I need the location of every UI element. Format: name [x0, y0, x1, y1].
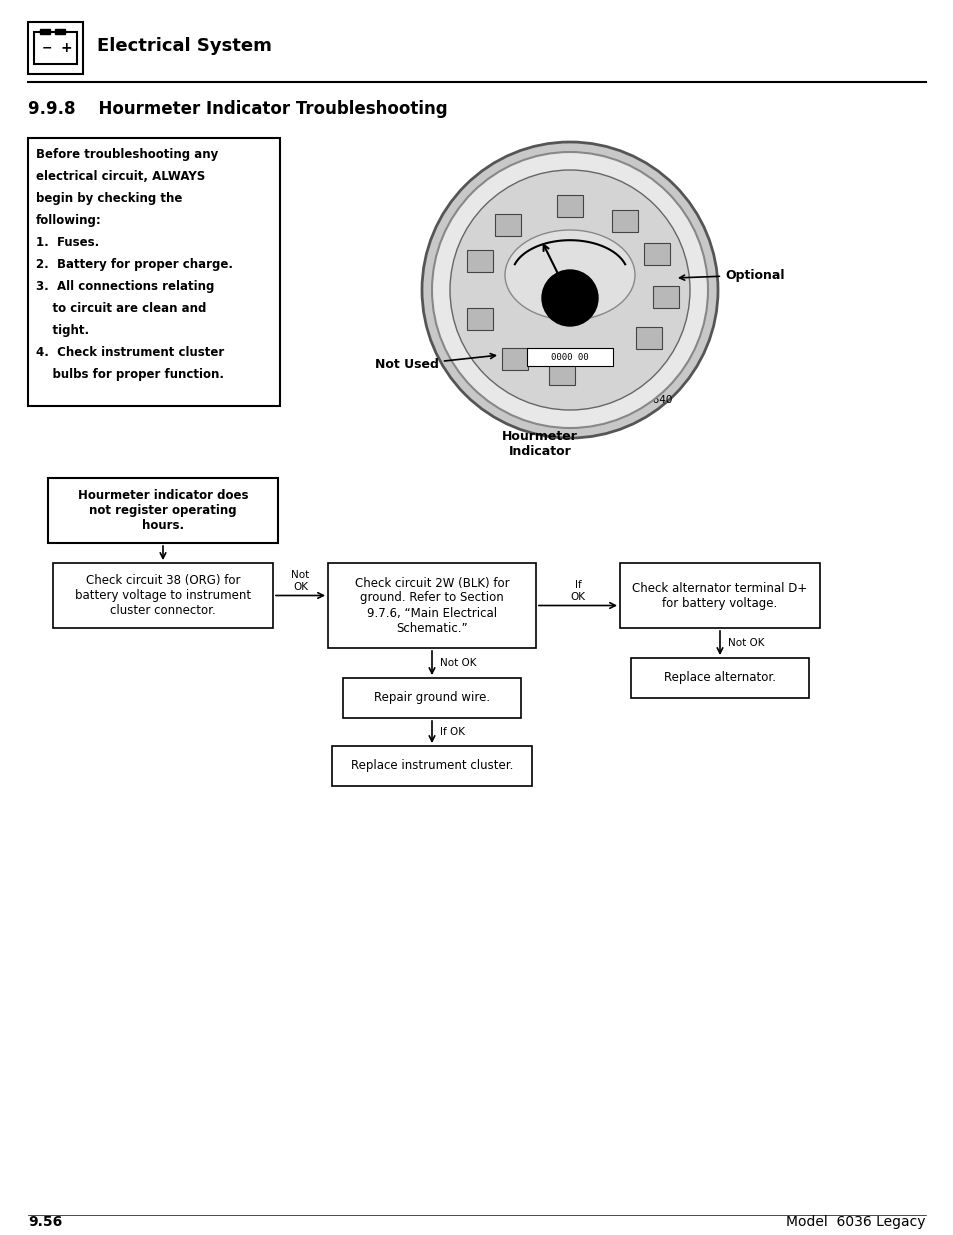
Text: Not OK: Not OK	[439, 658, 476, 668]
Text: Hourmeter
Indicator: Hourmeter Indicator	[501, 430, 578, 458]
Bar	[548, 363, 574, 385]
Bar	[643, 243, 669, 266]
Text: If OK: If OK	[439, 727, 464, 737]
Bar	[34, 32, 77, 64]
Text: Check circuit 2W (BLK) for
ground. Refer to Section
9.7.6, “Main Electrical
Sche: Check circuit 2W (BLK) for ground. Refer…	[355, 577, 509, 635]
Text: Check alternator terminal D+
for battery voltage.: Check alternator terminal D+ for battery…	[632, 582, 807, 610]
Bar	[630, 658, 808, 698]
Text: Repair ground wire.: Repair ground wire.	[374, 692, 490, 704]
Text: Replace alternator.: Replace alternator.	[663, 672, 775, 684]
Circle shape	[450, 170, 689, 410]
Text: following:: following:	[36, 214, 102, 227]
Text: electrical circuit, ALWAYS: electrical circuit, ALWAYS	[36, 170, 205, 183]
Bar	[328, 563, 536, 648]
Text: −: −	[42, 42, 52, 54]
Bar	[612, 210, 638, 232]
Text: 3.  All connections relating: 3. All connections relating	[36, 280, 214, 293]
Bar	[53, 563, 273, 629]
Text: 2.  Battery for proper charge.: 2. Battery for proper charge.	[36, 258, 233, 270]
Bar	[495, 215, 520, 236]
Text: begin by checking the: begin by checking the	[36, 191, 182, 205]
Bar	[332, 746, 532, 785]
Bar	[40, 28, 50, 35]
Text: +: +	[60, 41, 71, 56]
Text: Model  6036 Legacy: Model 6036 Legacy	[785, 1215, 925, 1229]
Text: Check circuit 38 (ORG) for
battery voltage to instrument
cluster connector.: Check circuit 38 (ORG) for battery volta…	[75, 574, 251, 618]
Text: 4.  Check instrument cluster: 4. Check instrument cluster	[36, 346, 224, 359]
Ellipse shape	[504, 230, 635, 320]
Text: Optional: Optional	[679, 268, 783, 282]
Text: 9.56: 9.56	[28, 1215, 62, 1229]
Text: Before troubleshooting any: Before troubleshooting any	[36, 148, 218, 161]
Bar	[619, 563, 820, 629]
Circle shape	[432, 152, 707, 429]
Text: Not OK: Not OK	[727, 638, 763, 648]
Text: MA7640: MA7640	[629, 395, 672, 405]
Bar	[28, 22, 83, 74]
Text: 9.9.8    Hourmeter Indicator Troubleshooting: 9.9.8 Hourmeter Indicator Troubleshootin…	[28, 100, 447, 119]
Text: to circuit are clean and: to circuit are clean and	[36, 303, 206, 315]
Bar	[557, 195, 582, 216]
Bar	[28, 138, 280, 406]
Bar	[501, 348, 527, 370]
Bar	[48, 478, 277, 543]
Circle shape	[421, 142, 718, 438]
Bar	[466, 308, 493, 330]
Text: Not
OK: Not OK	[291, 569, 310, 592]
Bar	[55, 28, 65, 35]
Text: bulbs for proper function.: bulbs for proper function.	[36, 368, 224, 382]
Text: tight.: tight.	[36, 324, 89, 337]
Text: If
OK: If OK	[570, 580, 585, 601]
Circle shape	[541, 270, 598, 326]
Text: Hourmeter indicator does
not register operating
hours.: Hourmeter indicator does not register op…	[77, 489, 248, 532]
Bar	[343, 678, 520, 718]
Text: Not Used: Not Used	[375, 353, 495, 372]
Text: 0000 00: 0000 00	[551, 352, 588, 362]
Bar	[526, 348, 613, 366]
Text: 1.  Fuses.: 1. Fuses.	[36, 236, 99, 249]
Bar	[635, 327, 661, 350]
Text: Electrical System: Electrical System	[97, 37, 272, 56]
Bar	[466, 251, 493, 272]
Text: Replace instrument cluster.: Replace instrument cluster.	[351, 760, 513, 773]
Bar	[652, 287, 678, 309]
